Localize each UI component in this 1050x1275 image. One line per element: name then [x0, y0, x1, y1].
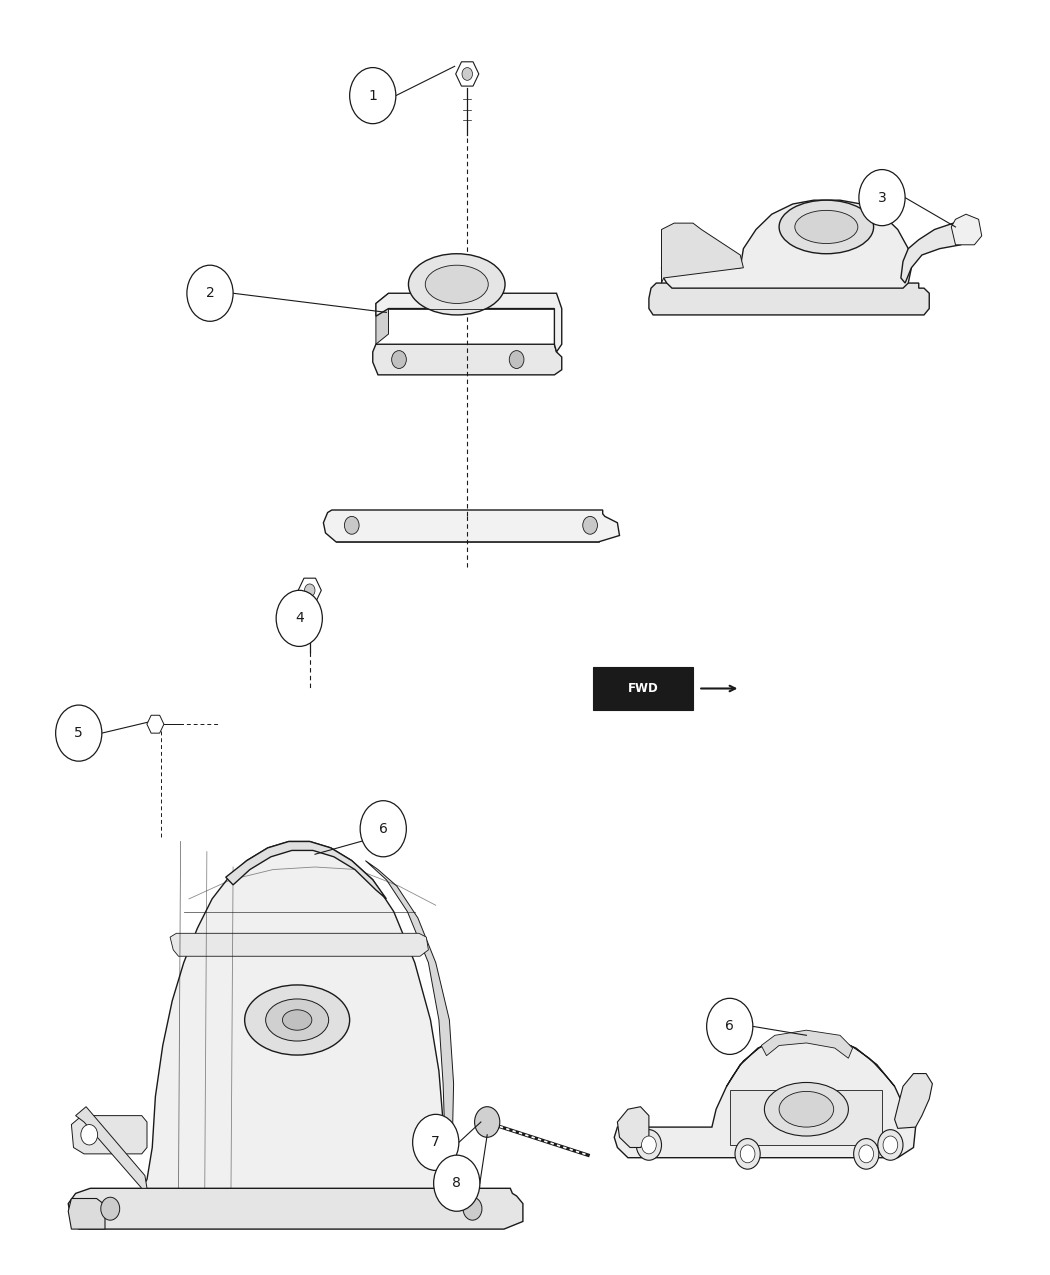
Circle shape: [101, 1197, 120, 1220]
Circle shape: [56, 705, 102, 761]
Ellipse shape: [779, 1091, 834, 1127]
Text: 2: 2: [206, 287, 214, 300]
Circle shape: [360, 801, 406, 857]
Circle shape: [434, 1155, 480, 1211]
Polygon shape: [617, 1107, 649, 1148]
Polygon shape: [376, 293, 388, 344]
Text: 3: 3: [878, 191, 886, 204]
Circle shape: [463, 1197, 482, 1220]
Polygon shape: [649, 283, 929, 315]
Polygon shape: [68, 1188, 523, 1229]
Polygon shape: [614, 1035, 916, 1158]
Circle shape: [509, 351, 524, 368]
Text: 7: 7: [432, 1136, 440, 1149]
FancyBboxPatch shape: [593, 667, 693, 710]
Polygon shape: [376, 293, 562, 352]
Ellipse shape: [282, 1010, 312, 1030]
Ellipse shape: [266, 1000, 329, 1040]
Circle shape: [642, 1136, 656, 1154]
Polygon shape: [662, 223, 743, 283]
Text: FWD: FWD: [628, 682, 658, 695]
Polygon shape: [373, 344, 562, 375]
Circle shape: [735, 1139, 760, 1169]
Text: 4: 4: [295, 612, 303, 625]
Circle shape: [707, 998, 753, 1054]
Text: 6: 6: [726, 1020, 734, 1033]
Circle shape: [392, 351, 406, 368]
Polygon shape: [662, 200, 911, 288]
Circle shape: [276, 590, 322, 646]
Ellipse shape: [425, 265, 488, 303]
Polygon shape: [170, 933, 428, 956]
Polygon shape: [71, 1116, 147, 1154]
Polygon shape: [323, 510, 620, 542]
Circle shape: [350, 68, 396, 124]
Polygon shape: [730, 1090, 882, 1145]
Circle shape: [854, 1139, 879, 1169]
Circle shape: [475, 1107, 500, 1137]
Polygon shape: [142, 842, 446, 1188]
Polygon shape: [365, 861, 454, 1188]
Circle shape: [740, 1145, 755, 1163]
Circle shape: [462, 68, 472, 80]
Circle shape: [636, 1130, 662, 1160]
Text: 5: 5: [75, 727, 83, 739]
Circle shape: [413, 1114, 459, 1170]
Ellipse shape: [779, 200, 874, 254]
Circle shape: [859, 170, 905, 226]
Polygon shape: [68, 1198, 105, 1229]
Text: 8: 8: [453, 1177, 461, 1190]
Polygon shape: [727, 1033, 895, 1086]
Polygon shape: [76, 1107, 147, 1188]
Circle shape: [344, 516, 359, 534]
Polygon shape: [951, 214, 982, 245]
Circle shape: [304, 584, 315, 597]
Polygon shape: [226, 842, 386, 899]
Ellipse shape: [764, 1082, 848, 1136]
Circle shape: [859, 1145, 874, 1163]
Circle shape: [878, 1130, 903, 1160]
Polygon shape: [901, 223, 966, 283]
Ellipse shape: [408, 254, 505, 315]
Circle shape: [883, 1136, 898, 1154]
Ellipse shape: [795, 210, 858, 244]
Circle shape: [81, 1125, 98, 1145]
Ellipse shape: [245, 984, 350, 1056]
Text: 1: 1: [369, 89, 377, 102]
Polygon shape: [761, 1030, 853, 1058]
Circle shape: [187, 265, 233, 321]
Polygon shape: [895, 1074, 932, 1128]
Circle shape: [583, 516, 597, 534]
Text: 6: 6: [379, 822, 387, 835]
